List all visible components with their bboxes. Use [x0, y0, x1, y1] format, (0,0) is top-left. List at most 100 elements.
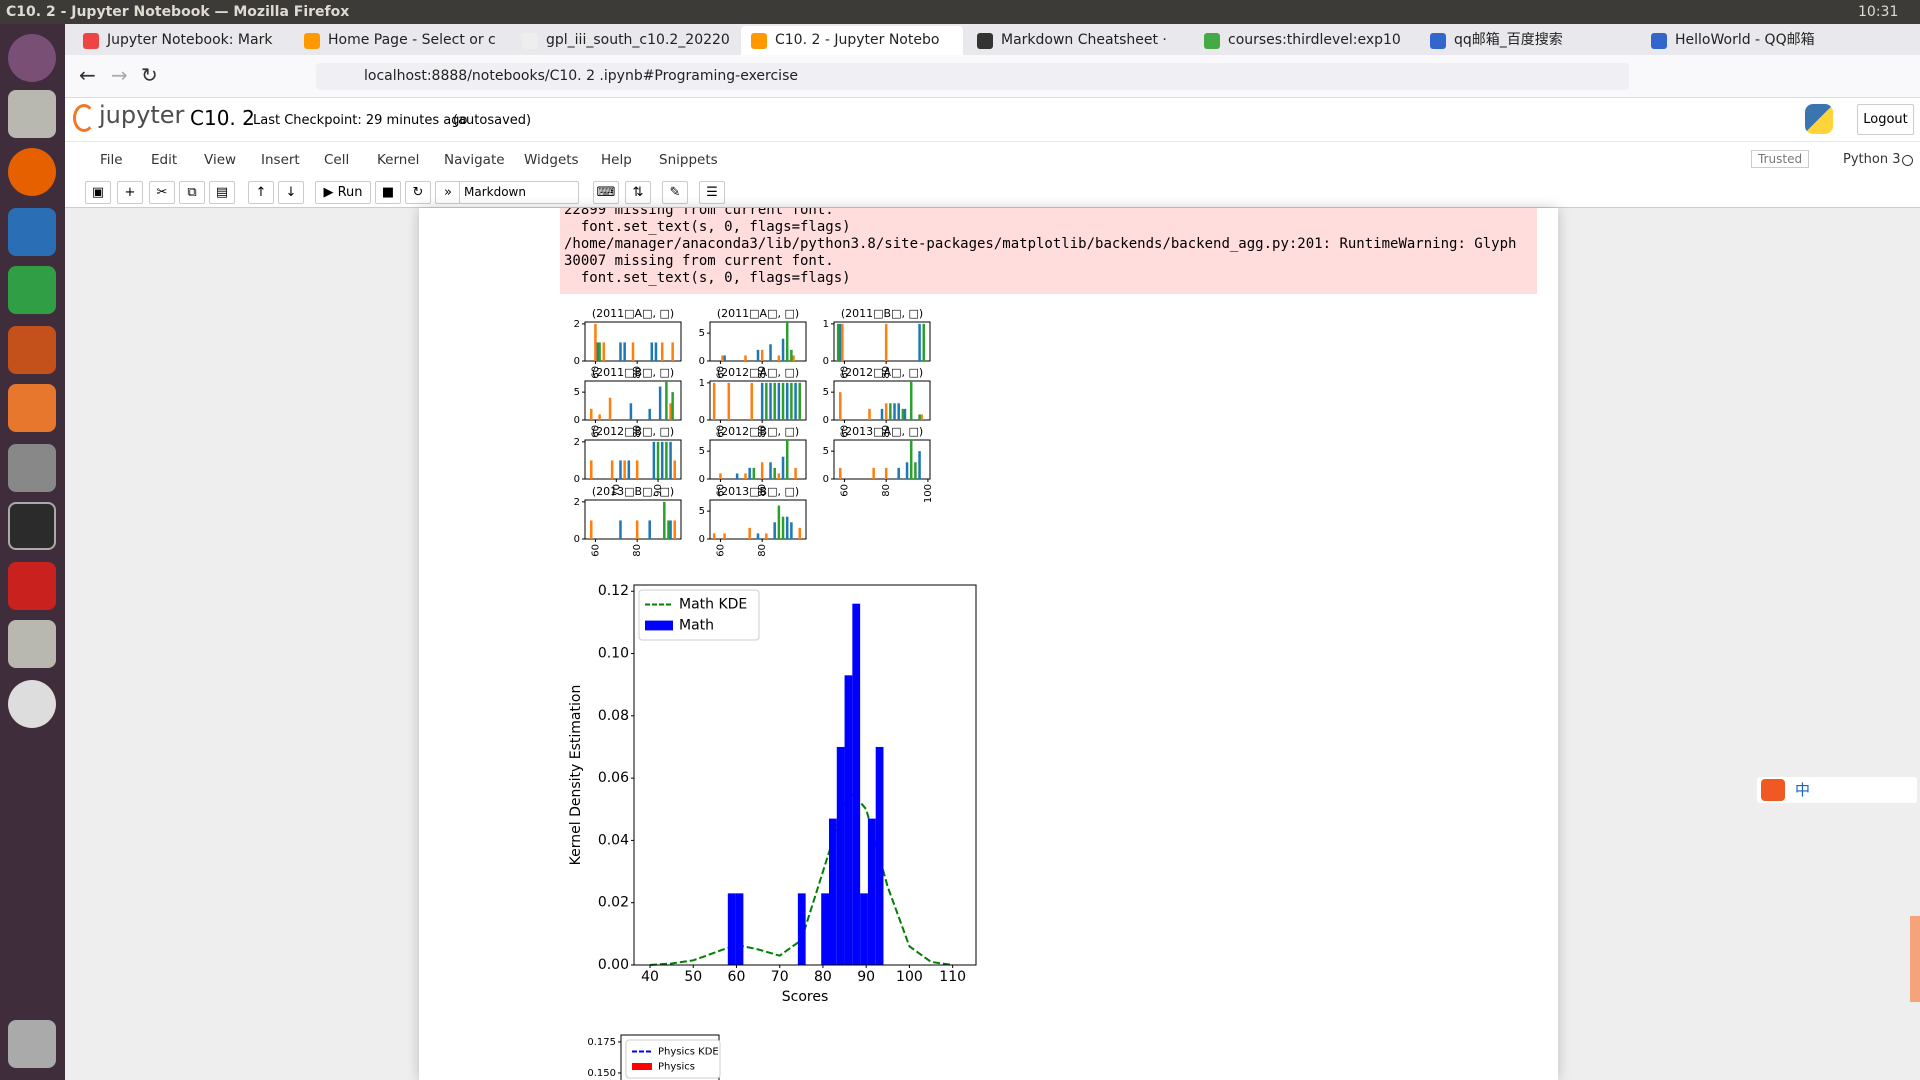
tab[interactable]: C10. 2 - Jupyter Notebo — [741, 26, 963, 55]
tab-title: C10. 2 - Jupyter Notebo — [775, 32, 940, 48]
y-tick-label: 5 — [699, 446, 705, 457]
ime-toolbar[interactable]: 中 — [1757, 777, 1917, 803]
bar — [629, 403, 633, 420]
app-icon[interactable] — [8, 444, 56, 492]
bar — [712, 533, 716, 539]
menu-item[interactable]: View — [204, 152, 237, 168]
app-icon[interactable] — [8, 148, 56, 196]
list-button[interactable]: ☰ — [699, 181, 725, 204]
bar — [663, 501, 666, 539]
back-button[interactable]: ← — [79, 63, 96, 87]
copy-button[interactable]: ⧉ — [179, 181, 205, 204]
bar — [794, 382, 797, 420]
app-icon[interactable] — [8, 326, 56, 374]
tab-title: qq邮箱_百度搜索 — [1454, 32, 1563, 48]
app-icon[interactable] — [8, 562, 56, 610]
menu-item[interactable]: Snippets — [659, 152, 718, 168]
x-tick-label: 80 — [881, 484, 892, 497]
menu-item[interactable]: Navigate — [444, 152, 505, 168]
paste-button[interactable]: ▤ — [209, 181, 235, 204]
menu-item[interactable]: Insert — [261, 152, 300, 168]
panel-title: (2011□B□, □) — [592, 366, 674, 379]
app-icon[interactable] — [8, 384, 56, 432]
menu-item[interactable]: Edit — [151, 152, 178, 168]
x-tick-label: 80 — [757, 366, 768, 379]
tool-button[interactable]: ✎ — [662, 181, 688, 204]
trash-icon[interactable] — [8, 1020, 56, 1068]
axes-frame — [620, 1034, 720, 1080]
bar — [798, 382, 801, 420]
app-icon[interactable] — [8, 680, 56, 728]
up-button[interactable]: ↑ — [248, 181, 274, 204]
bar — [598, 414, 601, 420]
restart-button[interactable]: ↻ — [405, 181, 431, 204]
bar — [903, 408, 907, 420]
reload-button[interactable]: ↻ — [141, 63, 158, 87]
run-button[interactable]: ▶ Run — [315, 181, 371, 204]
forward-button[interactable]: → — [111, 63, 128, 87]
cut-button[interactable]: ✂ — [149, 181, 175, 204]
app-icon[interactable] — [8, 34, 56, 82]
notebook-container — [419, 208, 1558, 1080]
tab[interactable]: HelloWorld - QQ邮箱 — [1641, 26, 1863, 55]
bar — [893, 403, 896, 420]
logout-button[interactable]: Logout — [1857, 104, 1914, 135]
app-icon[interactable] — [8, 502, 56, 550]
x-tick-label: 60 — [839, 425, 850, 438]
bar — [839, 323, 842, 361]
app-icon[interactable] — [8, 90, 56, 138]
trusted[interactable]: Trusted — [1751, 150, 1810, 168]
y-tick-label: 2 — [574, 497, 580, 508]
bar — [669, 403, 672, 420]
jupyter-logo[interactable]: jupyter — [99, 101, 185, 129]
kernel-name: Python 3 — [1843, 152, 1901, 167]
panel-title: (2013□B□, □) — [592, 485, 674, 498]
tab[interactable]: Jupyter Notebook: Mark — [73, 26, 295, 55]
y-tick-label: 0.150 — [587, 1068, 616, 1079]
jupyter-header: jupyter C10. 2 Last Checkpoint: 29 minut… — [65, 98, 1920, 141]
menu-item[interactable]: Kernel — [377, 152, 420, 168]
tab-favicon — [1651, 33, 1667, 49]
hist-bar — [852, 603, 861, 965]
menu-bar: Trusted Python 3 File Edit View Insert Cell K… — [65, 141, 1920, 178]
cell-type-select[interactable]: Markdown — [459, 181, 579, 204]
y-tick-label: 0 — [699, 415, 705, 426]
sort-button[interactable]: ⇅ — [625, 181, 651, 204]
hist-bar — [836, 746, 845, 965]
bar — [897, 467, 900, 479]
tab[interactable]: Home Page - Select or c — [294, 26, 516, 55]
y-tick-label: 0 — [574, 534, 580, 545]
stop-button[interactable]: ■ — [375, 181, 401, 204]
tab[interactable]: qq邮箱_百度搜索 — [1420, 26, 1642, 55]
y-tick-label: 0 — [699, 356, 705, 367]
app-icon[interactable] — [8, 266, 56, 314]
x-tick-label: 80 — [814, 969, 832, 985]
app-icon[interactable] — [8, 620, 56, 668]
x-tick-label: 60 — [590, 366, 601, 379]
keyboard-button[interactable]: ⌨ — [593, 181, 619, 204]
tab[interactable]: Markdown Cheatsheet · — [967, 26, 1189, 55]
menu-item[interactable]: Cell — [324, 152, 350, 168]
bar — [884, 467, 888, 479]
notebook-name[interactable]: C10. 2 — [190, 106, 255, 130]
address-bar[interactable]: localhost:8888/notebooks/C10. 2 .ipynb#P… — [316, 63, 1629, 90]
add-button[interactable]: + — [117, 181, 143, 204]
down-button[interactable]: ↓ — [278, 181, 304, 204]
menu-item[interactable]: Help — [601, 152, 632, 168]
app-icon[interactable] — [8, 208, 56, 256]
bar — [884, 323, 888, 361]
axes-frame — [584, 380, 682, 421]
save-button[interactable]: ▣ — [85, 181, 111, 204]
panel-title: (2012□A□, □) — [717, 366, 799, 379]
x-tick-label: 60 — [715, 484, 726, 497]
x-tick-label: 60 — [715, 544, 726, 557]
menu-item[interactable]: File — [100, 152, 123, 168]
y-tick-label: 0 — [574, 415, 580, 426]
x-tick-label: 80 — [757, 544, 768, 557]
legend-label: Physics KDE — [658, 1047, 719, 1058]
menu-item[interactable]: Widgets — [524, 152, 579, 168]
bar — [594, 323, 597, 361]
tab[interactable]: courses:thirdlevel:exp10 — [1194, 26, 1416, 55]
tab[interactable]: gpl_iii_south_c10.2_20220 — [512, 26, 734, 55]
bar — [635, 460, 639, 479]
